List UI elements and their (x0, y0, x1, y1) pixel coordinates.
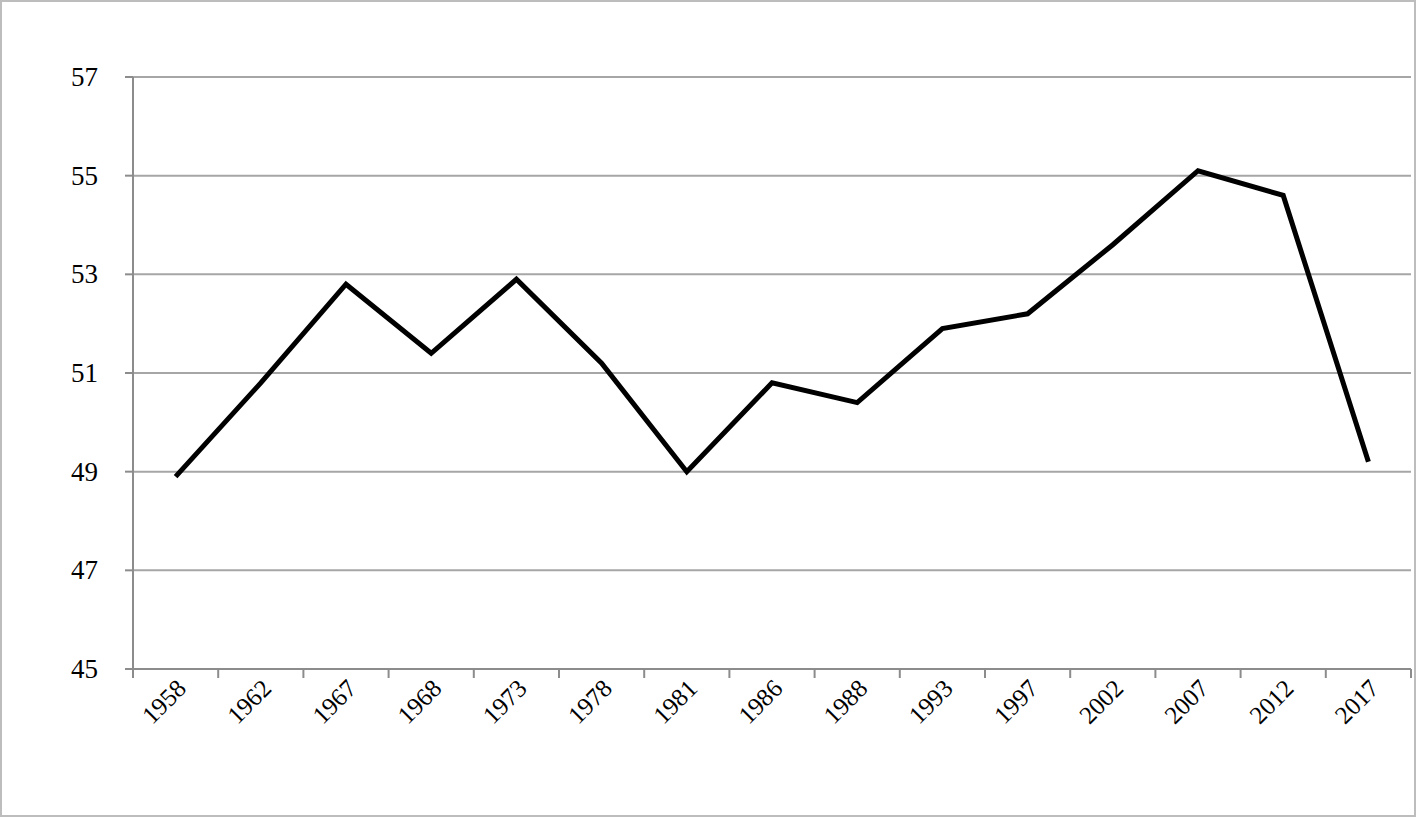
x-tick-mark (473, 669, 475, 678)
grid-line (133, 372, 1411, 374)
x-axis (133, 668, 1411, 670)
x-tick-mark (217, 669, 219, 678)
x-tick-mark (1240, 669, 1242, 678)
x-tick-label: 1978 (563, 674, 617, 728)
y-tick-mark (125, 569, 133, 571)
data-line (176, 171, 1369, 477)
x-tick-label: 1968 (392, 674, 446, 728)
y-tick-label: 55 (71, 161, 98, 191)
x-tick-label: 2012 (1244, 674, 1298, 728)
x-tick-label: 1981 (648, 674, 702, 728)
x-tick-mark (643, 669, 645, 678)
x-tick-label: 1988 (818, 674, 872, 728)
x-tick-mark (899, 669, 901, 678)
x-tick-label: 1986 (733, 674, 787, 728)
x-tick-mark (388, 669, 390, 678)
grid-line (133, 76, 1411, 78)
chart-root: 45 47 49 51 53 55 57 1958 1962 1967 1968 1973 1978 19… (0, 0, 1417, 818)
x-tick-label: 1958 (137, 674, 191, 728)
x-tick-mark (728, 669, 730, 678)
x-tick-mark (1069, 669, 1071, 678)
y-tick-label: 49 (71, 457, 98, 487)
grid-line (133, 273, 1411, 275)
y-tick-mark (125, 175, 133, 177)
plot-area (176, 171, 1369, 477)
grid-line (133, 569, 1411, 571)
y-tick-mark (125, 668, 133, 670)
x-tick-label: 1993 (903, 674, 957, 728)
x-tick-label: 2007 (1159, 674, 1213, 728)
x-tick-mark (302, 669, 304, 678)
x-tick-label: 1973 (477, 674, 531, 728)
y-tick-mark (125, 372, 133, 374)
x-tick-mark (984, 669, 986, 678)
x-tick-label: 2002 (1074, 674, 1128, 728)
y-axis (132, 77, 134, 669)
x-tick-label: 1997 (989, 674, 1043, 728)
y-tick-label: 53 (71, 259, 98, 289)
x-tick-mark (814, 669, 816, 678)
chart: 45 47 49 51 53 55 57 1958 1962 1967 1968 1973 1978 19… (0, 0, 1417, 818)
x-tick-mark (132, 669, 134, 678)
x-tick-label: 1967 (307, 674, 361, 728)
grid-line (133, 471, 1411, 473)
y-tick-label: 47 (71, 555, 98, 585)
x-tick-mark (1410, 669, 1412, 678)
y-tick-label: 51 (71, 358, 98, 388)
frame (1, 1, 1415, 816)
grid-line (133, 668, 1411, 670)
x-tick-mark (1325, 669, 1327, 678)
y-tick-mark (125, 76, 133, 78)
y-tick-mark (125, 273, 133, 275)
y-tick-mark (125, 471, 133, 473)
y-tick-label: 57 (71, 62, 98, 92)
x-tick-label: 2017 (1329, 674, 1383, 728)
x-tick-mark (558, 669, 560, 678)
y-tick-label: 45 (71, 654, 98, 684)
x-tick-label: 1962 (222, 674, 276, 728)
x-tick-mark (1154, 669, 1156, 678)
